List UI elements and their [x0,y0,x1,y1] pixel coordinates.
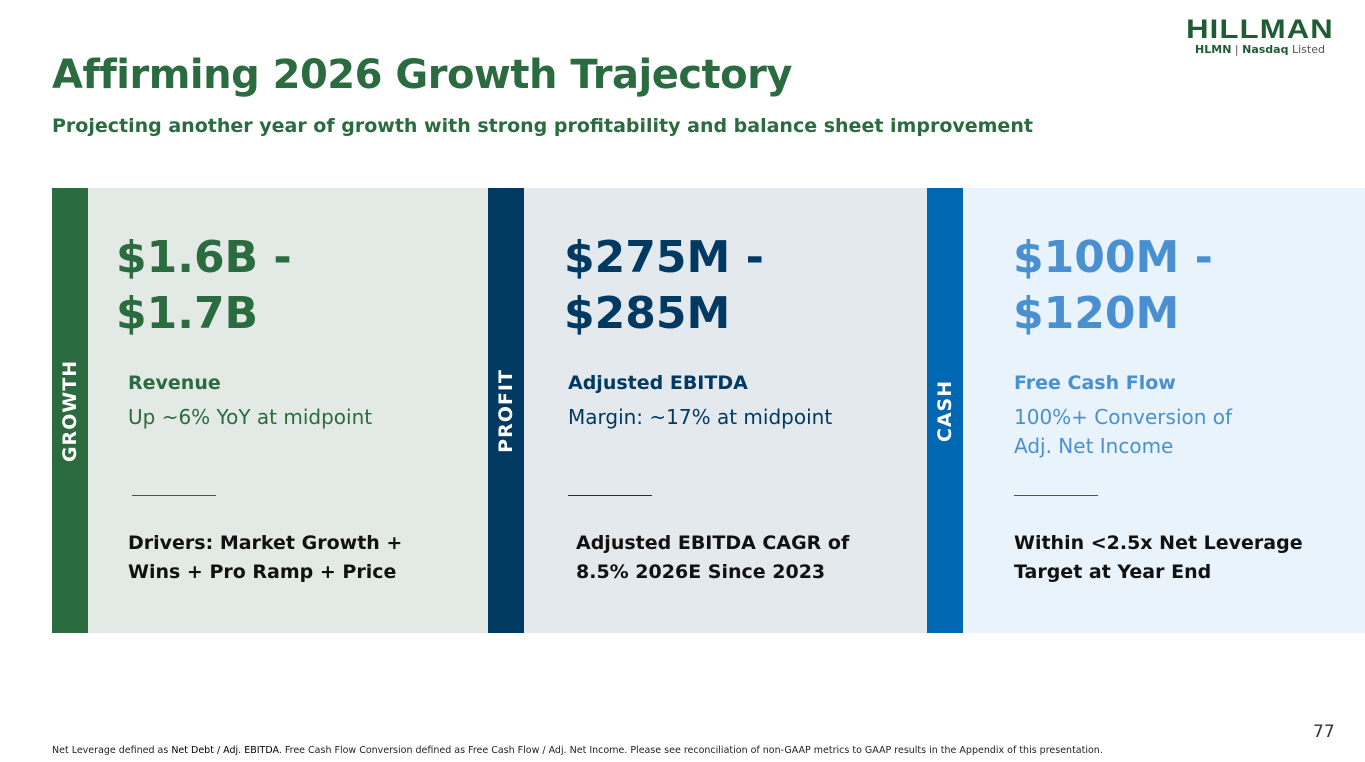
footnote-emphasis: Net Debt / Adj. EBITDA [171,745,279,756]
cash-label: Free Cash Flow [1014,372,1176,394]
growth-range-low: $1.6B - [116,232,292,283]
page-title: Affirming 2026 Growth Trajectory [52,52,792,98]
footnote-text: Net Leverage defined as [52,745,172,756]
growth-range-high: $1.7B [116,288,259,339]
cash-bar: CASH [927,188,963,633]
cash-tag: CASH [934,379,956,442]
profit-driver-line1: Adjusted EBITDA CAGR of [576,532,850,554]
cash-range-low: $100M - [1013,232,1213,283]
profit-tag: PROFIT [495,368,517,453]
page-number: 77 [1313,722,1335,742]
cash-driver-line1: Within <2.5x Net Leverage [1014,532,1303,554]
growth-desc: Up ~6% YoY at midpoint [128,405,373,429]
logo-wordmark: HILLMAN [1186,14,1334,44]
growth-bar: GROWTH [52,188,88,633]
cash-desc-line1: 100%+ Conversion of [1014,405,1233,429]
page-subtitle: Projecting another year of growth with s… [52,115,1033,137]
profit-panel: $275M - $285M Adjusted EBITDA Margin: ~17… [524,188,927,633]
cash-driver-line2: Target at Year End [1014,561,1212,583]
logo-exchange: Nasdaq [1242,43,1289,56]
logo-separator: | [1234,43,1239,56]
divider [568,495,652,496]
divider [132,495,216,496]
profit-label: Adjusted EBITDA [568,372,748,394]
logo-ticker: HLMN [1195,43,1232,56]
hillman-logo: HILLMAN HLMN | Nasdaq Listed [1178,16,1342,57]
footnote: Net Leverage defined as Net Debt / Adj. … [52,745,1103,756]
divider [1014,495,1098,496]
growth-driver-line2: Wins + Pro Ramp + Price [128,561,397,583]
growth-driver-line1: Drivers: Market Growth + [128,532,403,554]
cash-panel: $100M - $120M Free Cash Flow 100%+ Conver… [963,188,1365,633]
profit-driver-line2: 8.5% 2026E Since 2023 [576,561,826,583]
profit-bar: PROFIT [488,188,524,633]
footnote-text-rest: . Free Cash Flow Conversion defined as F… [278,745,1103,756]
profit-desc: Margin: ~17% at midpoint [568,405,833,429]
growth-tag: GROWTH [59,359,81,462]
growth-label: Revenue [128,372,221,394]
logo-listed: Listed [1291,43,1325,56]
cash-desc-line2: Adj. Net Income [1014,434,1174,458]
profit-range-low: $275M - [564,232,764,283]
profit-range-high: $285M [564,288,731,339]
growth-panel: $1.6B - $1.7B Revenue Up ~6% YoY at midpo… [88,188,488,633]
cash-range-high: $120M [1013,288,1180,339]
